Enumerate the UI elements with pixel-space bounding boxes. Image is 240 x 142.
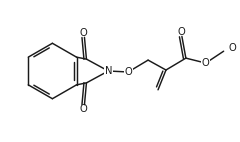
Text: O: O [124, 67, 132, 77]
Text: N: N [105, 66, 112, 76]
Text: O: O [229, 43, 236, 53]
Text: O: O [202, 58, 210, 68]
Text: O: O [177, 27, 185, 37]
Text: O: O [80, 104, 87, 114]
Text: O: O [80, 28, 87, 38]
